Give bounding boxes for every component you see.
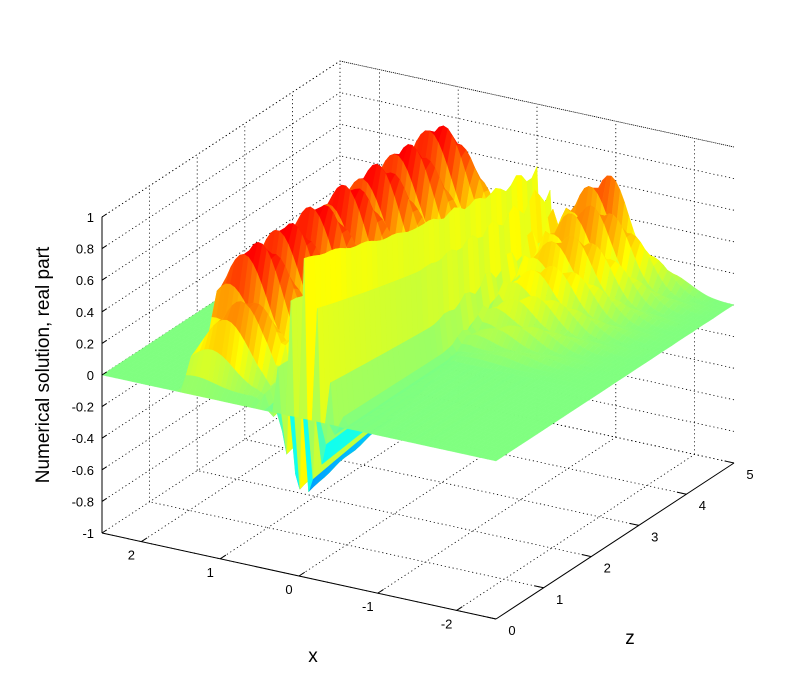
value-tick-label: -0.2	[72, 400, 94, 415]
surface	[101, 125, 735, 493]
value-tick-label: -0.4	[72, 431, 94, 446]
value-tick-mark	[101, 466, 108, 471]
z-tick-label: 3	[651, 529, 658, 544]
z-tick-mark	[676, 491, 687, 495]
grid-line	[101, 155, 341, 313]
value-tick-mark	[101, 213, 108, 218]
x-tick-mark	[141, 537, 148, 543]
surface-patch	[491, 456, 502, 462]
z-axis-label: z	[625, 628, 635, 649]
value-tick-mark	[101, 276, 108, 281]
z-tick-label: 4	[699, 498, 706, 513]
grid-line	[101, 187, 341, 344]
axes	[101, 213, 735, 620]
grid-line	[197, 470, 592, 557]
value-tick-label: 0.2	[76, 336, 94, 351]
z-tick-mark	[724, 460, 735, 464]
z-tick-mark	[534, 585, 544, 589]
value-tick-mark	[101, 497, 108, 502]
value-tick-label: -0.6	[72, 463, 94, 478]
tick-labels: 2 1 0 -1 -2 0 1 2 3 4 5 1 0.8 0.6 0.4 0.2 0 -0.2 -0.4 -0.6 -…	[72, 210, 754, 638]
x-tick-label: 2	[128, 548, 135, 563]
grid-line	[101, 92, 341, 249]
grid-line	[101, 60, 341, 218]
value-tick-label: -0.8	[72, 494, 94, 509]
x-tick-label: -1	[362, 599, 374, 614]
x-tick-mark	[377, 589, 384, 594]
z-tick-mark	[581, 554, 592, 558]
x-tick-mark	[219, 554, 227, 560]
grid-line	[149, 501, 544, 589]
value-tick-label: 1	[87, 210, 94, 225]
z-tick-label: 5	[746, 467, 753, 482]
x-tick-label: 0	[285, 582, 292, 597]
value-tick-mark	[101, 339, 108, 344]
x-axis-label: x	[308, 646, 318, 667]
grid-line	[101, 60, 341, 218]
grid-line	[339, 92, 735, 179]
value-tick-label: 0.8	[76, 242, 94, 257]
value-tick-label: 0.4	[76, 305, 94, 320]
grid-line	[339, 60, 735, 148]
grid-line	[377, 436, 617, 594]
value-tick-mark	[101, 371, 108, 376]
value-tick-label: 0	[87, 368, 94, 383]
x-tick-mark	[456, 606, 463, 611]
grid-line	[456, 454, 695, 611]
x-tick-label: 1	[207, 565, 214, 580]
z-tick-label: 1	[556, 592, 563, 607]
value-tick-mark	[101, 434, 108, 439]
z-axis-line	[495, 462, 735, 620]
value-tick-mark	[101, 403, 108, 408]
value-tick-label: 0.6	[76, 273, 94, 288]
value-tick-label: -1	[82, 526, 94, 541]
grid-line	[101, 123, 341, 281]
z-tick-label: 0	[508, 623, 515, 638]
value-tick-mark	[101, 529, 108, 534]
value-tick-mark	[101, 308, 108, 313]
x-tick-label: -2	[441, 616, 453, 631]
z-tick-label: 2	[604, 561, 611, 576]
grid-line	[339, 60, 735, 148]
value-axis-label: Numerical solution, real part	[33, 246, 54, 483]
value-tick-mark	[101, 245, 108, 250]
z-tick-mark	[486, 616, 497, 620]
x-tick-mark	[298, 571, 305, 577]
z-tick-mark	[629, 522, 639, 526]
grid-line	[339, 123, 735, 211]
